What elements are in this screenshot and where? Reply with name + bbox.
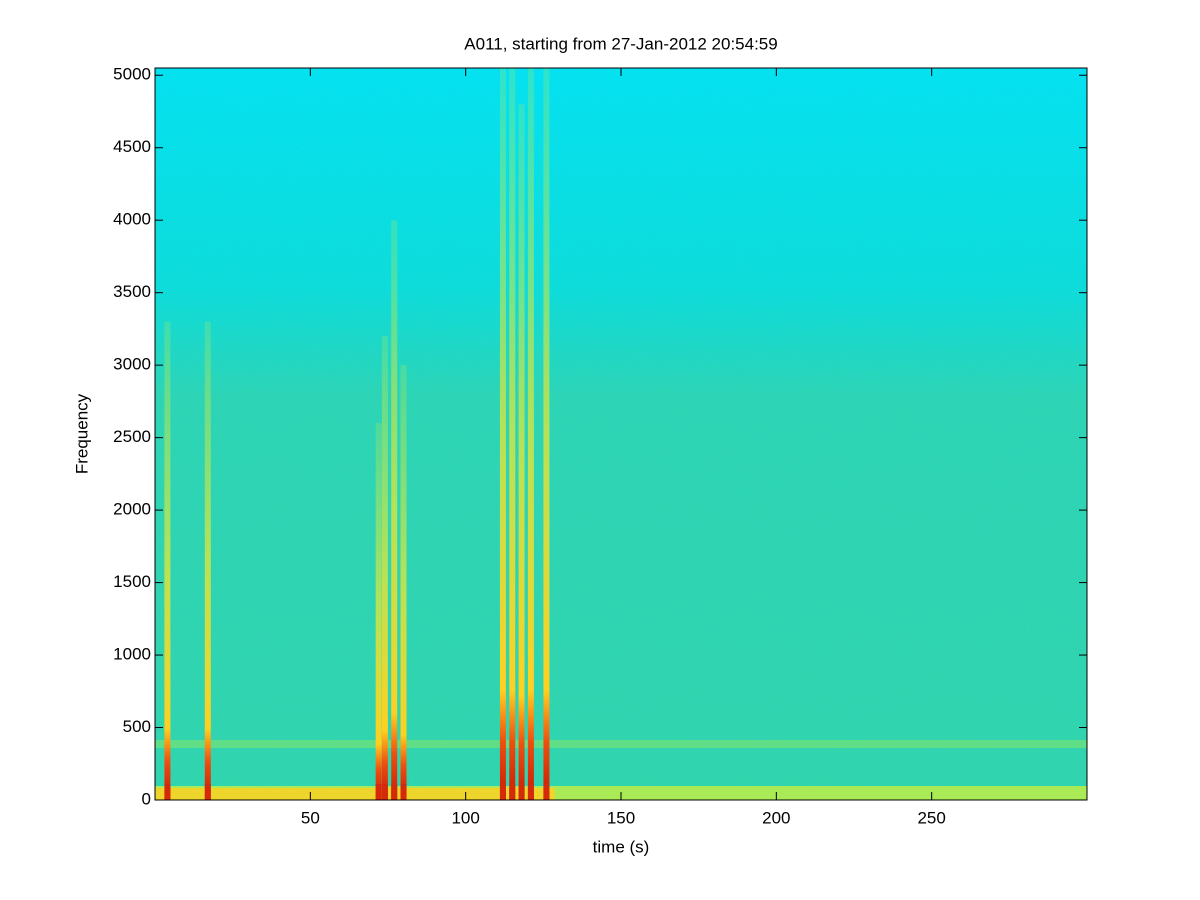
burst-core [527, 784, 534, 800]
burst [391, 220, 398, 801]
burst-core [543, 784, 550, 800]
y-tick-label: 500 [123, 717, 151, 736]
burst [518, 104, 525, 801]
y-tick-label: 1500 [113, 572, 151, 591]
burst-core [391, 784, 398, 800]
y-axis-label: Frequency [72, 393, 91, 474]
x-axis-label: time (s) [593, 837, 650, 856]
x-tick-label: 50 [301, 808, 320, 827]
y-tick-label: 3000 [113, 355, 151, 374]
y-tick-label: 3500 [113, 282, 151, 301]
chart-title: A011, starting from 27-Jan-2012 20:54:59 [464, 34, 777, 53]
burst [499, 68, 506, 800]
burst-core [509, 784, 516, 800]
burst-core [381, 784, 388, 800]
x-tick-label: 150 [607, 808, 635, 827]
x-tick-label: 200 [762, 808, 790, 827]
x-tick-label: 100 [451, 808, 479, 827]
y-tick-label: 5000 [113, 65, 151, 84]
x-tick-label: 250 [917, 808, 945, 827]
burst [375, 423, 382, 800]
burst [164, 321, 171, 800]
burst [400, 365, 407, 800]
y-tick-label: 1000 [113, 645, 151, 664]
y-tick-label: 2000 [113, 500, 151, 519]
burst [381, 336, 388, 800]
burst-core [518, 784, 525, 800]
y-tick-label: 4000 [113, 210, 151, 229]
spectrogram-noise [155, 68, 1087, 800]
burst [204, 321, 211, 800]
burst [543, 68, 550, 800]
burst-core [400, 784, 407, 800]
y-tick-label: 2500 [113, 427, 151, 446]
band [155, 740, 1087, 748]
burst [509, 68, 516, 800]
bursts [164, 68, 550, 801]
burst-core [164, 784, 171, 800]
band [155, 788, 555, 800]
burst [527, 68, 534, 800]
burst-core [499, 784, 506, 800]
y-tick-label: 4500 [113, 137, 151, 156]
burst-core [204, 784, 211, 800]
burst-core [375, 784, 382, 800]
y-tick-label: 0 [142, 789, 151, 808]
